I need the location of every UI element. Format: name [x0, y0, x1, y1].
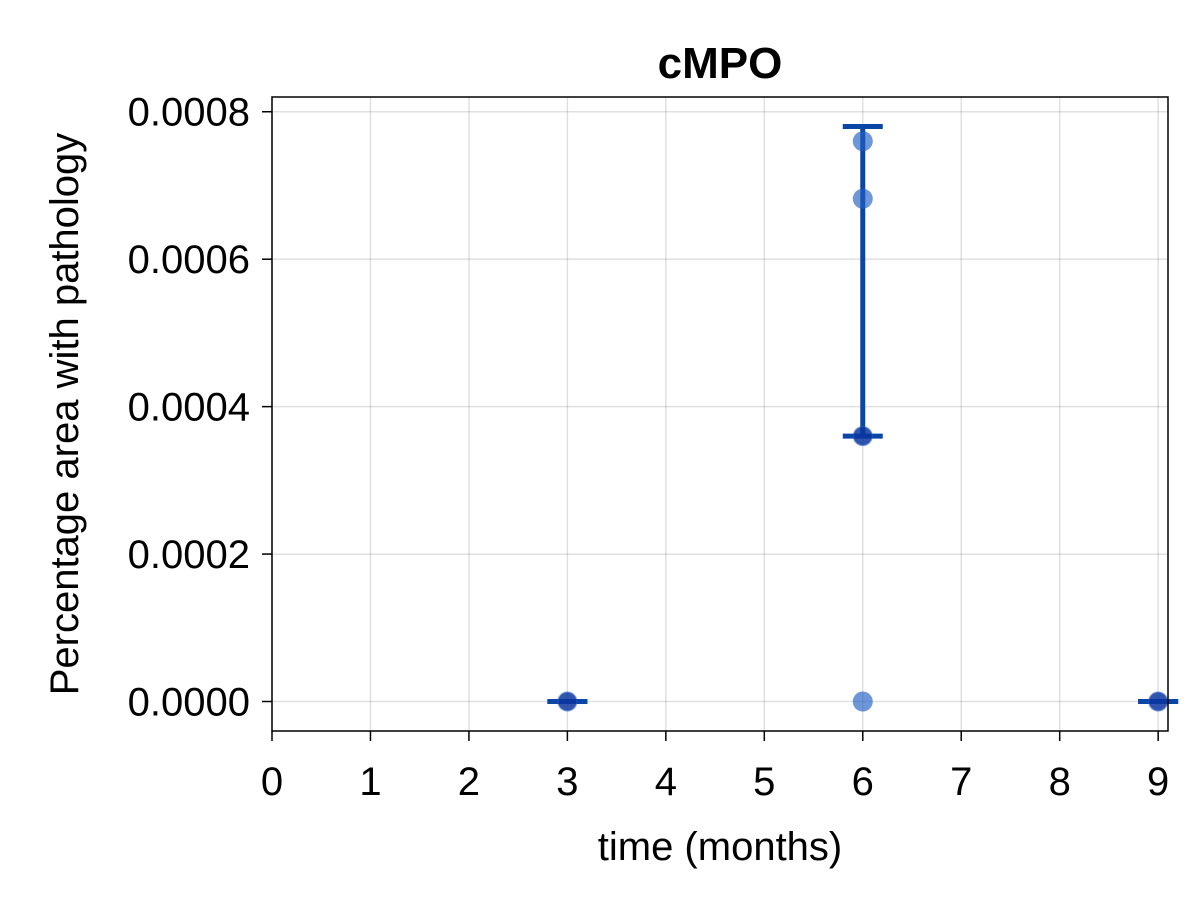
x-tick-label: 1 [359, 760, 381, 804]
y-axis-ticks: 0.0000 0.0002 0.0004 0.0006 0.0008 [128, 91, 272, 725]
x-tick-label: 8 [1049, 760, 1071, 804]
x-tick-label: 6 [852, 760, 874, 804]
median-marker [1149, 692, 1168, 711]
x-axis-label: time (months) [598, 825, 843, 869]
median-marker [853, 427, 872, 446]
x-axis-ticks: 0 1 2 3 4 5 6 7 8 9 [261, 731, 1169, 804]
x-tick-label: 4 [655, 760, 677, 804]
plot-frame [271, 96, 1169, 732]
data-point [852, 188, 873, 209]
y-tick-label: 0.0002 [128, 533, 250, 577]
chart-title: cMPO [658, 39, 783, 88]
x-tick-label: 9 [1147, 760, 1169, 804]
median-markers [558, 427, 1168, 711]
y-tick-label: 0.0006 [128, 238, 250, 282]
y-tick-label: 0.0008 [128, 91, 250, 135]
x-tick-label: 2 [458, 760, 480, 804]
grid [271, 97, 1168, 731]
data-point [852, 691, 873, 712]
x-tick-label: 7 [950, 760, 972, 804]
median-marker [558, 692, 577, 711]
y-tick-label: 0.0000 [128, 681, 250, 725]
y-tick-label: 0.0004 [128, 386, 250, 430]
x-tick-label: 0 [261, 760, 283, 804]
x-tick-label: 3 [556, 760, 578, 804]
y-axis-label: Percentage area with pathology [43, 133, 87, 696]
data-point [852, 131, 873, 152]
x-tick-label: 5 [753, 760, 775, 804]
